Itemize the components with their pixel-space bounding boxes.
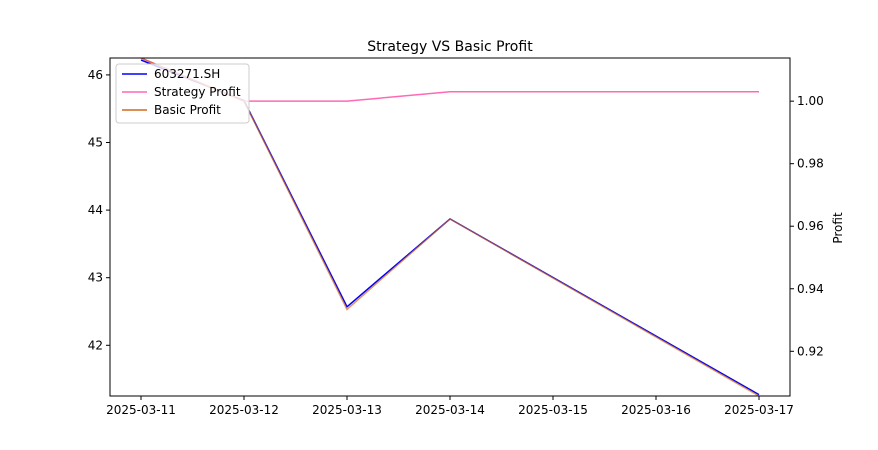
left-y-tick-label: 45: [88, 136, 103, 150]
right-y-axis: 0.92 0.94 0.96 0.98 1.00: [790, 94, 824, 358]
chart-title: Strategy VS Basic Profit: [367, 39, 533, 55]
x-tick-label: 2025-03-13: [312, 403, 382, 417]
left-y-tick-label: 46: [88, 68, 103, 82]
x-tick-label: 2025-03-17: [724, 403, 794, 417]
left-y-tick-label: 43: [88, 271, 103, 285]
legend-label: Basic Profit: [154, 103, 221, 117]
x-tick-label: 2025-03-12: [209, 403, 279, 417]
x-tick-label: 2025-03-14: [415, 403, 485, 417]
right-y-tick-label: 0.92: [797, 344, 824, 358]
left-y-axis: 42 43 44 45 46: [88, 68, 110, 352]
legend-label: 603271.SH: [154, 67, 220, 81]
x-tick-label: 2025-03-15: [518, 403, 588, 417]
x-axis: 2025-03-11 2025-03-12 2025-03-13 2025-03-14…: [106, 396, 794, 417]
right-y-tick-label: 0.96: [797, 219, 824, 233]
legend: 603271.SH Strategy Profit Basic Profit: [115, 63, 250, 124]
left-y-tick-label: 42: [88, 338, 103, 352]
right-y-tick-label: 1.00: [797, 94, 824, 108]
legend-frame: [115, 63, 250, 124]
x-tick-label: 2025-03-11: [106, 403, 176, 417]
right-y-axis-label: Profit: [831, 212, 845, 244]
right-y-tick-label: 0.98: [797, 157, 824, 171]
right-y-tick-label: 0.94: [797, 282, 824, 296]
legend-label: Strategy Profit: [154, 85, 241, 99]
x-tick-label: 2025-03-16: [621, 403, 691, 417]
left-y-tick-label: 44: [88, 203, 103, 217]
